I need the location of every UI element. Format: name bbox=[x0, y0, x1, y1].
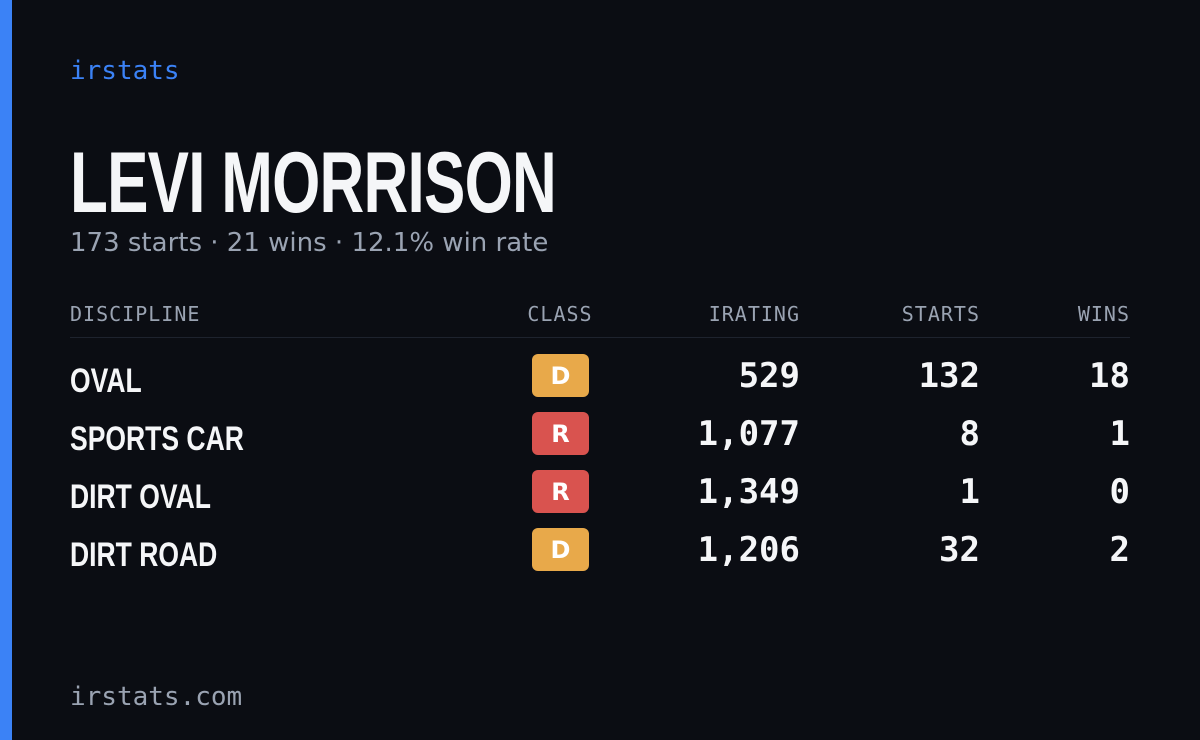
starts: 1 bbox=[959, 472, 980, 512]
irating: 1,206 bbox=[697, 530, 800, 570]
irating: 1,349 bbox=[697, 472, 800, 512]
column-header: DISCIPLINE bbox=[70, 302, 201, 326]
class-badge: D bbox=[532, 528, 589, 571]
column-header: IRATING bbox=[708, 302, 800, 326]
discipline: DIRT ROAD bbox=[70, 536, 218, 574]
irating: 1,077 bbox=[697, 414, 800, 454]
class-badge: D bbox=[532, 354, 589, 397]
accent-bar bbox=[0, 0, 12, 740]
wins: 0 bbox=[1109, 472, 1130, 512]
column-header: STARTS bbox=[901, 302, 980, 326]
starts: 8 bbox=[959, 414, 980, 454]
discipline: DIRT OVAL bbox=[70, 478, 211, 516]
starts: 132 bbox=[918, 356, 980, 396]
starts: 32 bbox=[939, 530, 980, 570]
discipline: SPORTS CAR bbox=[70, 420, 244, 458]
class-badge: R bbox=[532, 412, 589, 455]
column-header: CLASS bbox=[527, 302, 593, 326]
column-header: WINS bbox=[1077, 302, 1130, 326]
footer: irstats.com bbox=[70, 682, 243, 712]
wins: 1 bbox=[1109, 414, 1130, 454]
wins: 18 bbox=[1089, 356, 1130, 396]
class-badge: R bbox=[532, 470, 589, 513]
driver-summary: 173 starts · 21 wins · 12.1% win rate bbox=[70, 228, 549, 258]
header-rule bbox=[70, 337, 1130, 338]
driver-name: LEVI MORRISON bbox=[70, 135, 557, 231]
irating: 529 bbox=[738, 356, 800, 396]
wins: 2 bbox=[1109, 530, 1130, 570]
discipline: OVAL bbox=[70, 362, 142, 400]
brand: irstats bbox=[70, 56, 180, 86]
